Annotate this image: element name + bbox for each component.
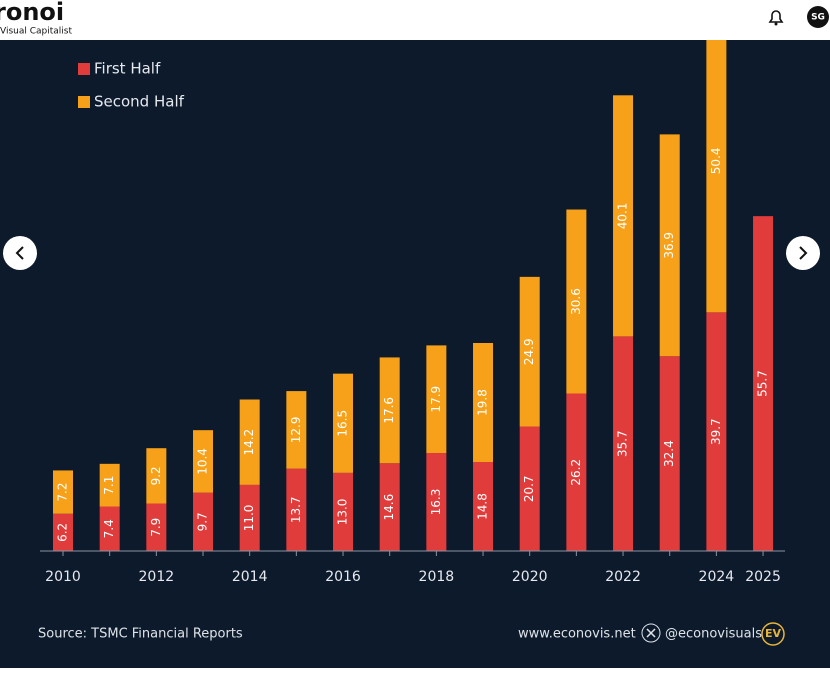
- badge: [761, 622, 785, 646]
- bar-segment: [613, 336, 634, 551]
- bar-segment: [239, 399, 260, 485]
- avatar[interactable]: [807, 6, 829, 28]
- x-tick-label: 2016: [325, 569, 361, 585]
- bar-segment: [333, 373, 354, 473]
- bar-segment: [193, 492, 214, 551]
- x-tick-label: 2020: [512, 569, 548, 585]
- bar-segment: [659, 134, 680, 357]
- bar-segment: [519, 276, 540, 427]
- value-label: 9.2: [149, 466, 163, 485]
- x-tick-label: 2010: [45, 569, 81, 585]
- value-label: 35.7: [616, 430, 630, 457]
- website: www.econovis.net: [518, 627, 636, 642]
- value-label: 13.0: [336, 499, 350, 526]
- bar-segment: [519, 426, 540, 551]
- value-label: 9.7: [196, 512, 210, 531]
- bar-segment: [613, 95, 634, 337]
- value-label: 14.2: [242, 429, 256, 456]
- value-label: 7.1: [102, 476, 116, 495]
- x-tick-label: 2014: [232, 569, 268, 585]
- value-label: 17.9: [429, 386, 443, 413]
- value-label: 40.1: [616, 202, 630, 229]
- next-button[interactable]: [786, 236, 820, 270]
- value-label: 32.4: [662, 440, 676, 467]
- x-tick-label: 2024: [699, 569, 735, 585]
- bar-segment: [99, 463, 120, 507]
- bar-segment: [753, 216, 774, 551]
- bar-segment: [146, 503, 167, 551]
- value-label: 11.0: [242, 505, 256, 532]
- bar-segment: [379, 357, 400, 464]
- value-label: 10.4: [196, 448, 210, 475]
- bar-segment: [426, 345, 447, 454]
- bell-icon[interactable]: [768, 10, 784, 26]
- handle: @econovisuals: [665, 627, 762, 642]
- value-label: 19.8: [476, 389, 490, 416]
- legend-swatch: [78, 63, 90, 75]
- value-label: 24.9: [522, 338, 536, 365]
- bar-segment: [239, 484, 260, 551]
- value-label: 26.2: [569, 459, 583, 486]
- bar-segment: [659, 356, 680, 551]
- value-label: 17.6: [382, 397, 396, 424]
- source: Source: TSMC Financial Reports: [38, 627, 243, 642]
- value-label: 20.7: [522, 475, 536, 502]
- prev-button[interactable]: [3, 236, 37, 270]
- bar-segment: [566, 393, 587, 551]
- bar-segment: [53, 513, 73, 551]
- value-label: 39.7: [709, 418, 723, 445]
- value-label: 16.5: [336, 410, 350, 437]
- x-icon-glyph: [646, 628, 656, 638]
- value-label: 16.3: [429, 489, 443, 516]
- value-label: 30.6: [569, 288, 583, 315]
- bar-segment: [706, 312, 727, 551]
- x-tick-label: 2012: [139, 569, 175, 585]
- bar-segment: [146, 448, 167, 504]
- legend-label: Second Half: [94, 93, 185, 111]
- bar-segment: [706, 40, 727, 313]
- value-label: 12.9: [289, 417, 303, 444]
- bar-segment: [99, 506, 120, 551]
- value-label: 7.9: [149, 518, 163, 537]
- legend-label: First Half: [94, 60, 161, 78]
- chart-background: [0, 40, 830, 668]
- bar-segment: [566, 209, 587, 394]
- value-label: 50.4: [709, 147, 723, 174]
- bar-segment: [473, 342, 494, 463]
- bar-segment: [379, 463, 400, 551]
- legend-swatch: [78, 96, 90, 108]
- bar-segment: [286, 391, 307, 469]
- value-label: 13.7: [289, 496, 303, 523]
- plot: 6.2 7.2 7.4 7.1 7.9 9.2 9.7 10.4 11.0 14.2 13.7 12.…: [53, 40, 774, 551]
- badge-text: EV: [765, 627, 782, 640]
- bar-segment: [426, 453, 447, 551]
- bar-segment: [193, 430, 214, 493]
- bar-segment: [286, 468, 307, 551]
- tagline: Visual Capitalist: [0, 27, 72, 37]
- x-icon: [641, 623, 661, 643]
- x-tick-label: 2022: [605, 569, 641, 585]
- value-label: 36.9: [662, 232, 676, 259]
- x-tick-label: 2018: [419, 569, 455, 585]
- value-label: 14.8: [476, 493, 490, 520]
- value-label: 14.6: [382, 494, 396, 521]
- value-label: 7.2: [56, 483, 70, 502]
- next-arrow: [799, 246, 808, 260]
- value-label: 6.2: [56, 523, 70, 542]
- bar-segment: [473, 462, 494, 551]
- avatar-initials: SG: [811, 13, 825, 23]
- value-label: 7.4: [102, 519, 116, 538]
- x-tick-label: 2025: [745, 569, 781, 585]
- prev-arrow: [15, 246, 24, 260]
- logo: ronoi: [0, 0, 64, 26]
- bar-segment: [53, 470, 73, 514]
- bar-segment: [333, 472, 354, 551]
- value-label: 55.7: [756, 370, 770, 397]
